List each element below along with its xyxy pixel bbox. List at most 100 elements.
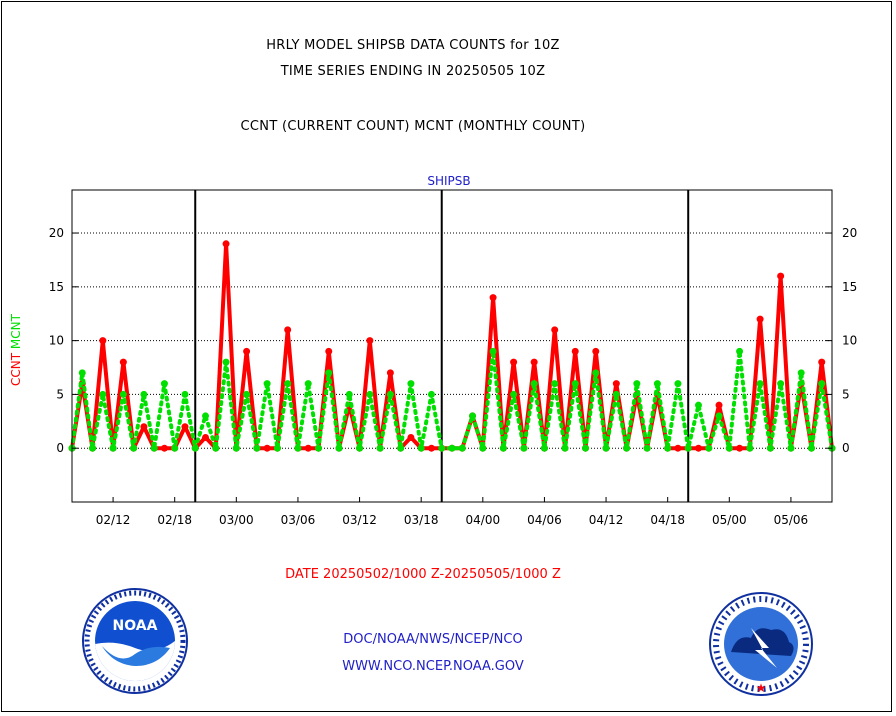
data-point <box>202 412 210 420</box>
data-point <box>386 390 394 398</box>
data-point <box>510 358 518 366</box>
y-tick-label-right: 20 <box>842 226 857 240</box>
y-tick-label-right: 0 <box>842 441 850 455</box>
data-point <box>78 369 86 377</box>
y-tick-label-left: 10 <box>49 334 64 348</box>
data-point <box>417 444 425 452</box>
data-point <box>284 326 292 334</box>
nws-logo: ★ <box>709 592 813 696</box>
x-tick-label: 04/06 <box>527 513 562 527</box>
data-point <box>314 444 322 452</box>
data-point <box>715 401 723 409</box>
data-point <box>119 358 127 366</box>
chart-subtitle: CCNT (CURRENT COUNT) MCNT (MONTHLY COUNT… <box>240 119 586 134</box>
data-point <box>427 444 435 452</box>
data-point <box>294 444 302 452</box>
series-line <box>70 349 834 451</box>
data-point <box>489 347 497 355</box>
x-tick-label: 02/18 <box>157 513 192 527</box>
data-point <box>787 444 795 452</box>
x-tick-label: 05/00 <box>712 513 747 527</box>
data-point <box>191 444 199 452</box>
data-point <box>325 369 333 377</box>
y-axis-label-part: CCNT <box>9 352 23 386</box>
data-point <box>273 444 281 452</box>
data-point <box>397 444 405 452</box>
data-point <box>253 444 261 452</box>
x-tick-label: 04/00 <box>466 513 501 527</box>
data-point <box>160 380 168 388</box>
data-point <box>571 380 579 388</box>
x-axis-label: DATE 20250502/1000 Z-20250505/1000 Z <box>285 567 561 582</box>
data-point <box>684 444 692 452</box>
footer-line-1: DOC/NOAA/NWS/NCEP/NCO <box>343 632 523 647</box>
data-point <box>263 444 271 452</box>
data-point <box>777 380 785 388</box>
data-point <box>181 390 189 398</box>
y-tick-label-right: 15 <box>842 280 857 294</box>
y-tick-label-left: 0 <box>56 441 64 455</box>
data-point <box>561 444 569 452</box>
data-point <box>818 380 826 388</box>
data-point <box>160 444 168 452</box>
noaa-logo-text: NOAA <box>113 618 158 634</box>
data-point <box>705 444 713 452</box>
data-point <box>766 444 774 452</box>
data-point <box>356 444 364 452</box>
data-point <box>756 315 764 323</box>
x-tick-label: 03/18 <box>404 513 439 527</box>
data-point <box>612 390 620 398</box>
data-point <box>674 444 682 452</box>
data-point <box>469 412 477 420</box>
data-point <box>181 423 189 431</box>
data-point <box>376 444 384 452</box>
x-tick-label: 04/18 <box>650 513 685 527</box>
data-point <box>222 358 230 366</box>
data-point <box>325 347 333 355</box>
data-point <box>582 444 590 452</box>
data-point <box>653 380 661 388</box>
data-point <box>284 380 292 388</box>
data-point <box>130 444 138 452</box>
data-point <box>119 390 127 398</box>
data-point <box>109 444 117 452</box>
data-point <box>725 444 733 452</box>
data-point <box>715 412 723 420</box>
data-point <box>592 347 600 355</box>
data-point <box>510 390 518 398</box>
y-axis-label-part: MCNT <box>9 313 23 353</box>
y-tick-label-left: 5 <box>56 387 64 401</box>
data-point <box>140 390 148 398</box>
data-point <box>366 390 374 398</box>
data-point <box>499 444 507 452</box>
data-point <box>212 444 220 452</box>
x-tick-label: 04/12 <box>589 513 624 527</box>
y-tick-label-right: 5 <box>842 387 850 401</box>
plot-frame <box>71 189 833 503</box>
data-point <box>427 390 435 398</box>
data-point <box>736 444 744 452</box>
series-layer <box>68 240 836 452</box>
data-point <box>489 294 497 302</box>
x-tick-label: 05/06 <box>774 513 809 527</box>
series-1 <box>68 347 836 452</box>
data-point <box>243 390 251 398</box>
data-point <box>458 444 466 452</box>
data-point <box>623 444 631 452</box>
title-line-1: HRLY MODEL SHIPSB DATA COUNTS for 10Z <box>266 38 560 53</box>
data-point <box>551 380 559 388</box>
data-point <box>448 444 456 452</box>
data-point <box>407 433 415 441</box>
data-point <box>243 347 251 355</box>
data-point <box>694 444 702 452</box>
data-point <box>551 326 559 334</box>
grid-layer <box>72 190 832 502</box>
data-point <box>345 390 353 398</box>
data-point <box>407 380 415 388</box>
x-tick-label: 03/12 <box>342 513 377 527</box>
data-point <box>602 444 610 452</box>
data-point <box>520 444 528 452</box>
data-point <box>99 390 107 398</box>
